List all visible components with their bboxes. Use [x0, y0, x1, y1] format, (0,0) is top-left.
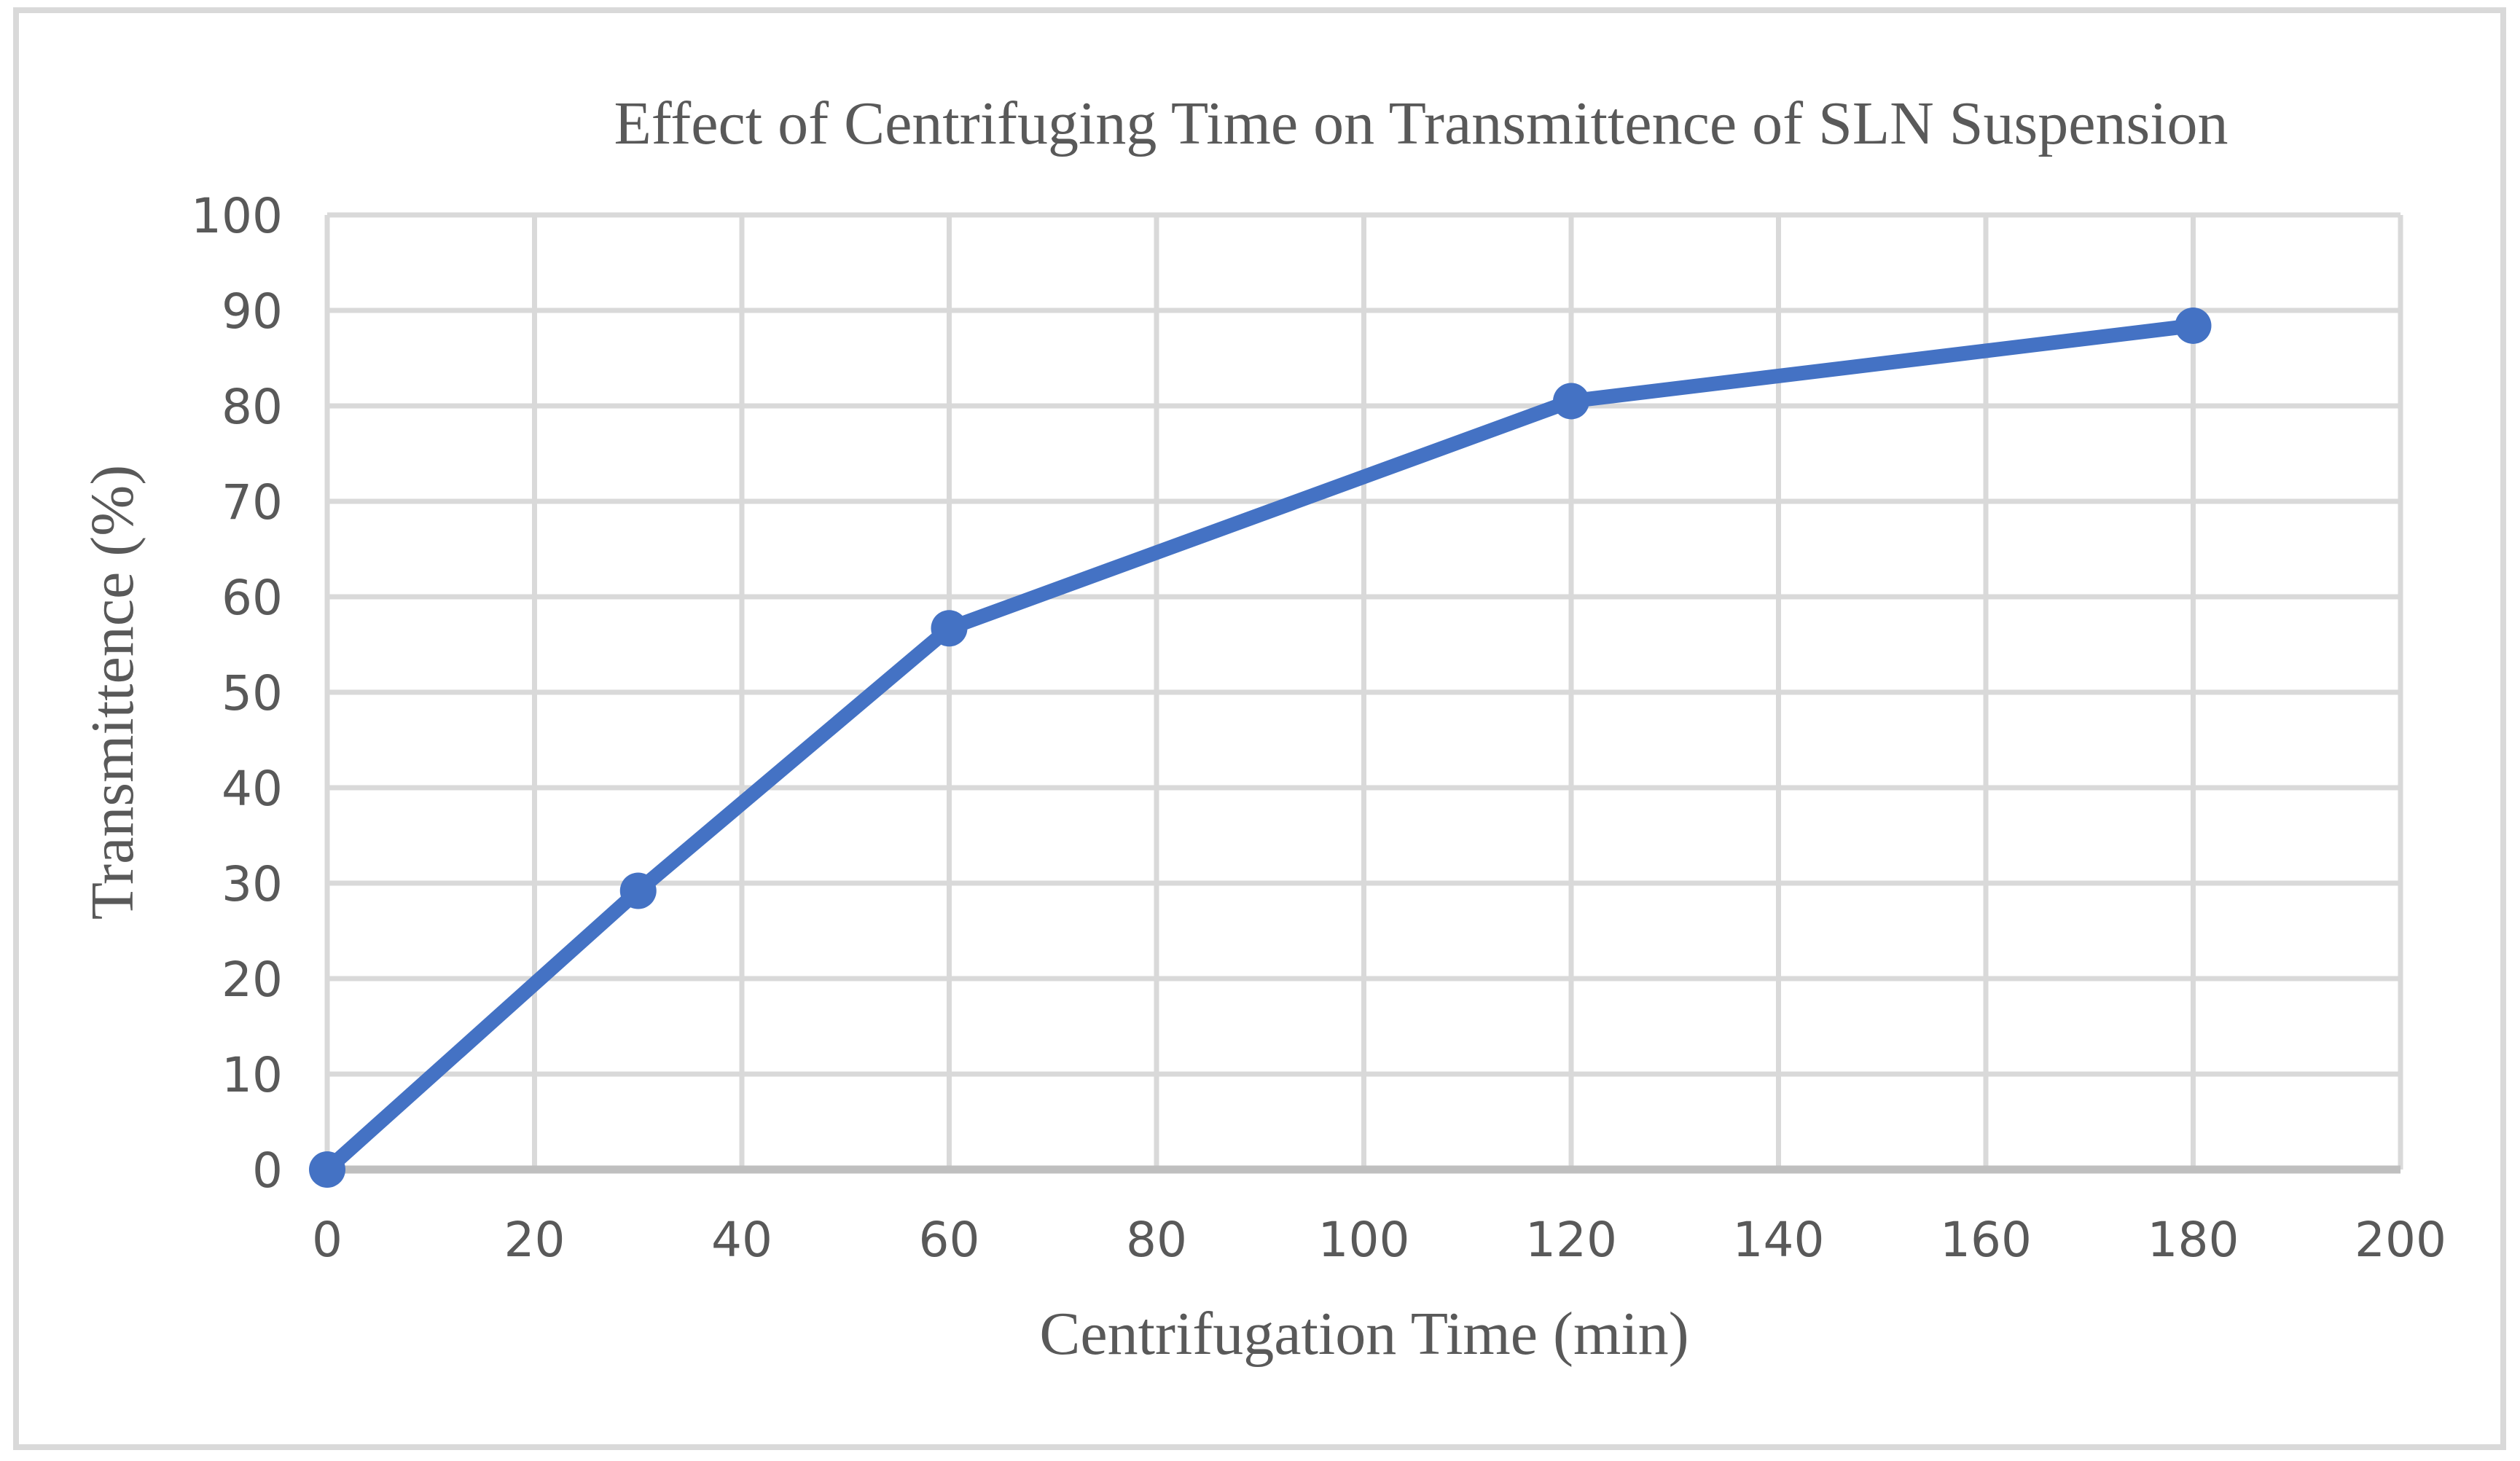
- x-tick-label: 100: [1318, 1212, 1410, 1268]
- y-tick-label: 0: [252, 1143, 283, 1199]
- y-tick-label: 50: [222, 665, 283, 721]
- y-tick-label: 60: [222, 570, 283, 626]
- x-tick-label: 0: [312, 1212, 343, 1268]
- y-tick-label: 30: [222, 856, 283, 912]
- chart-title: Effect of Centrifuging Time on Transmitt…: [614, 90, 2228, 157]
- x-tick-label: 20: [504, 1212, 566, 1268]
- x-tick-label: 120: [1525, 1212, 1617, 1268]
- x-tick-label: 180: [2148, 1212, 2239, 1268]
- y-tick-label: 90: [222, 283, 283, 340]
- y-tick-label: 70: [222, 474, 283, 530]
- x-tick-label: 40: [711, 1212, 772, 1268]
- y-tick-label: 80: [222, 379, 283, 435]
- series-line: [320, 318, 2201, 1177]
- y-tick-label: 40: [222, 761, 283, 817]
- x-tick-labels: 0 20 40 60 80 100 120 140 160 180 200: [312, 1212, 2446, 1268]
- y-tick-label: 100: [191, 188, 283, 244]
- x-tick-label: 80: [1126, 1212, 1187, 1268]
- chart-frame-border: [13, 7, 2506, 1450]
- data-point-marker: [619, 872, 657, 909]
- x-tick-label: 200: [2355, 1212, 2446, 1268]
- data-point-marker: [2175, 307, 2212, 344]
- x-tick-label: 160: [1940, 1212, 2032, 1268]
- data-point-marker: [931, 610, 968, 647]
- data-point-marker: [1553, 383, 1589, 420]
- data-point-marker: [309, 1151, 345, 1188]
- x-axis-title: Centrifugation Time (min): [1039, 1300, 1689, 1368]
- y-tick-labels: 0 10 20 30 40 50 60 70 80 90 100: [191, 188, 283, 1199]
- x-tick-label: 60: [919, 1212, 980, 1268]
- gridlines: [324, 212, 2403, 1170]
- x-tick-label: 140: [1733, 1212, 1825, 1268]
- y-axis-title: Transmittence (%): [79, 465, 146, 920]
- y-tick-label: 10: [222, 1047, 283, 1103]
- y-tick-label: 20: [222, 952, 283, 1008]
- data-series: [309, 307, 2212, 1188]
